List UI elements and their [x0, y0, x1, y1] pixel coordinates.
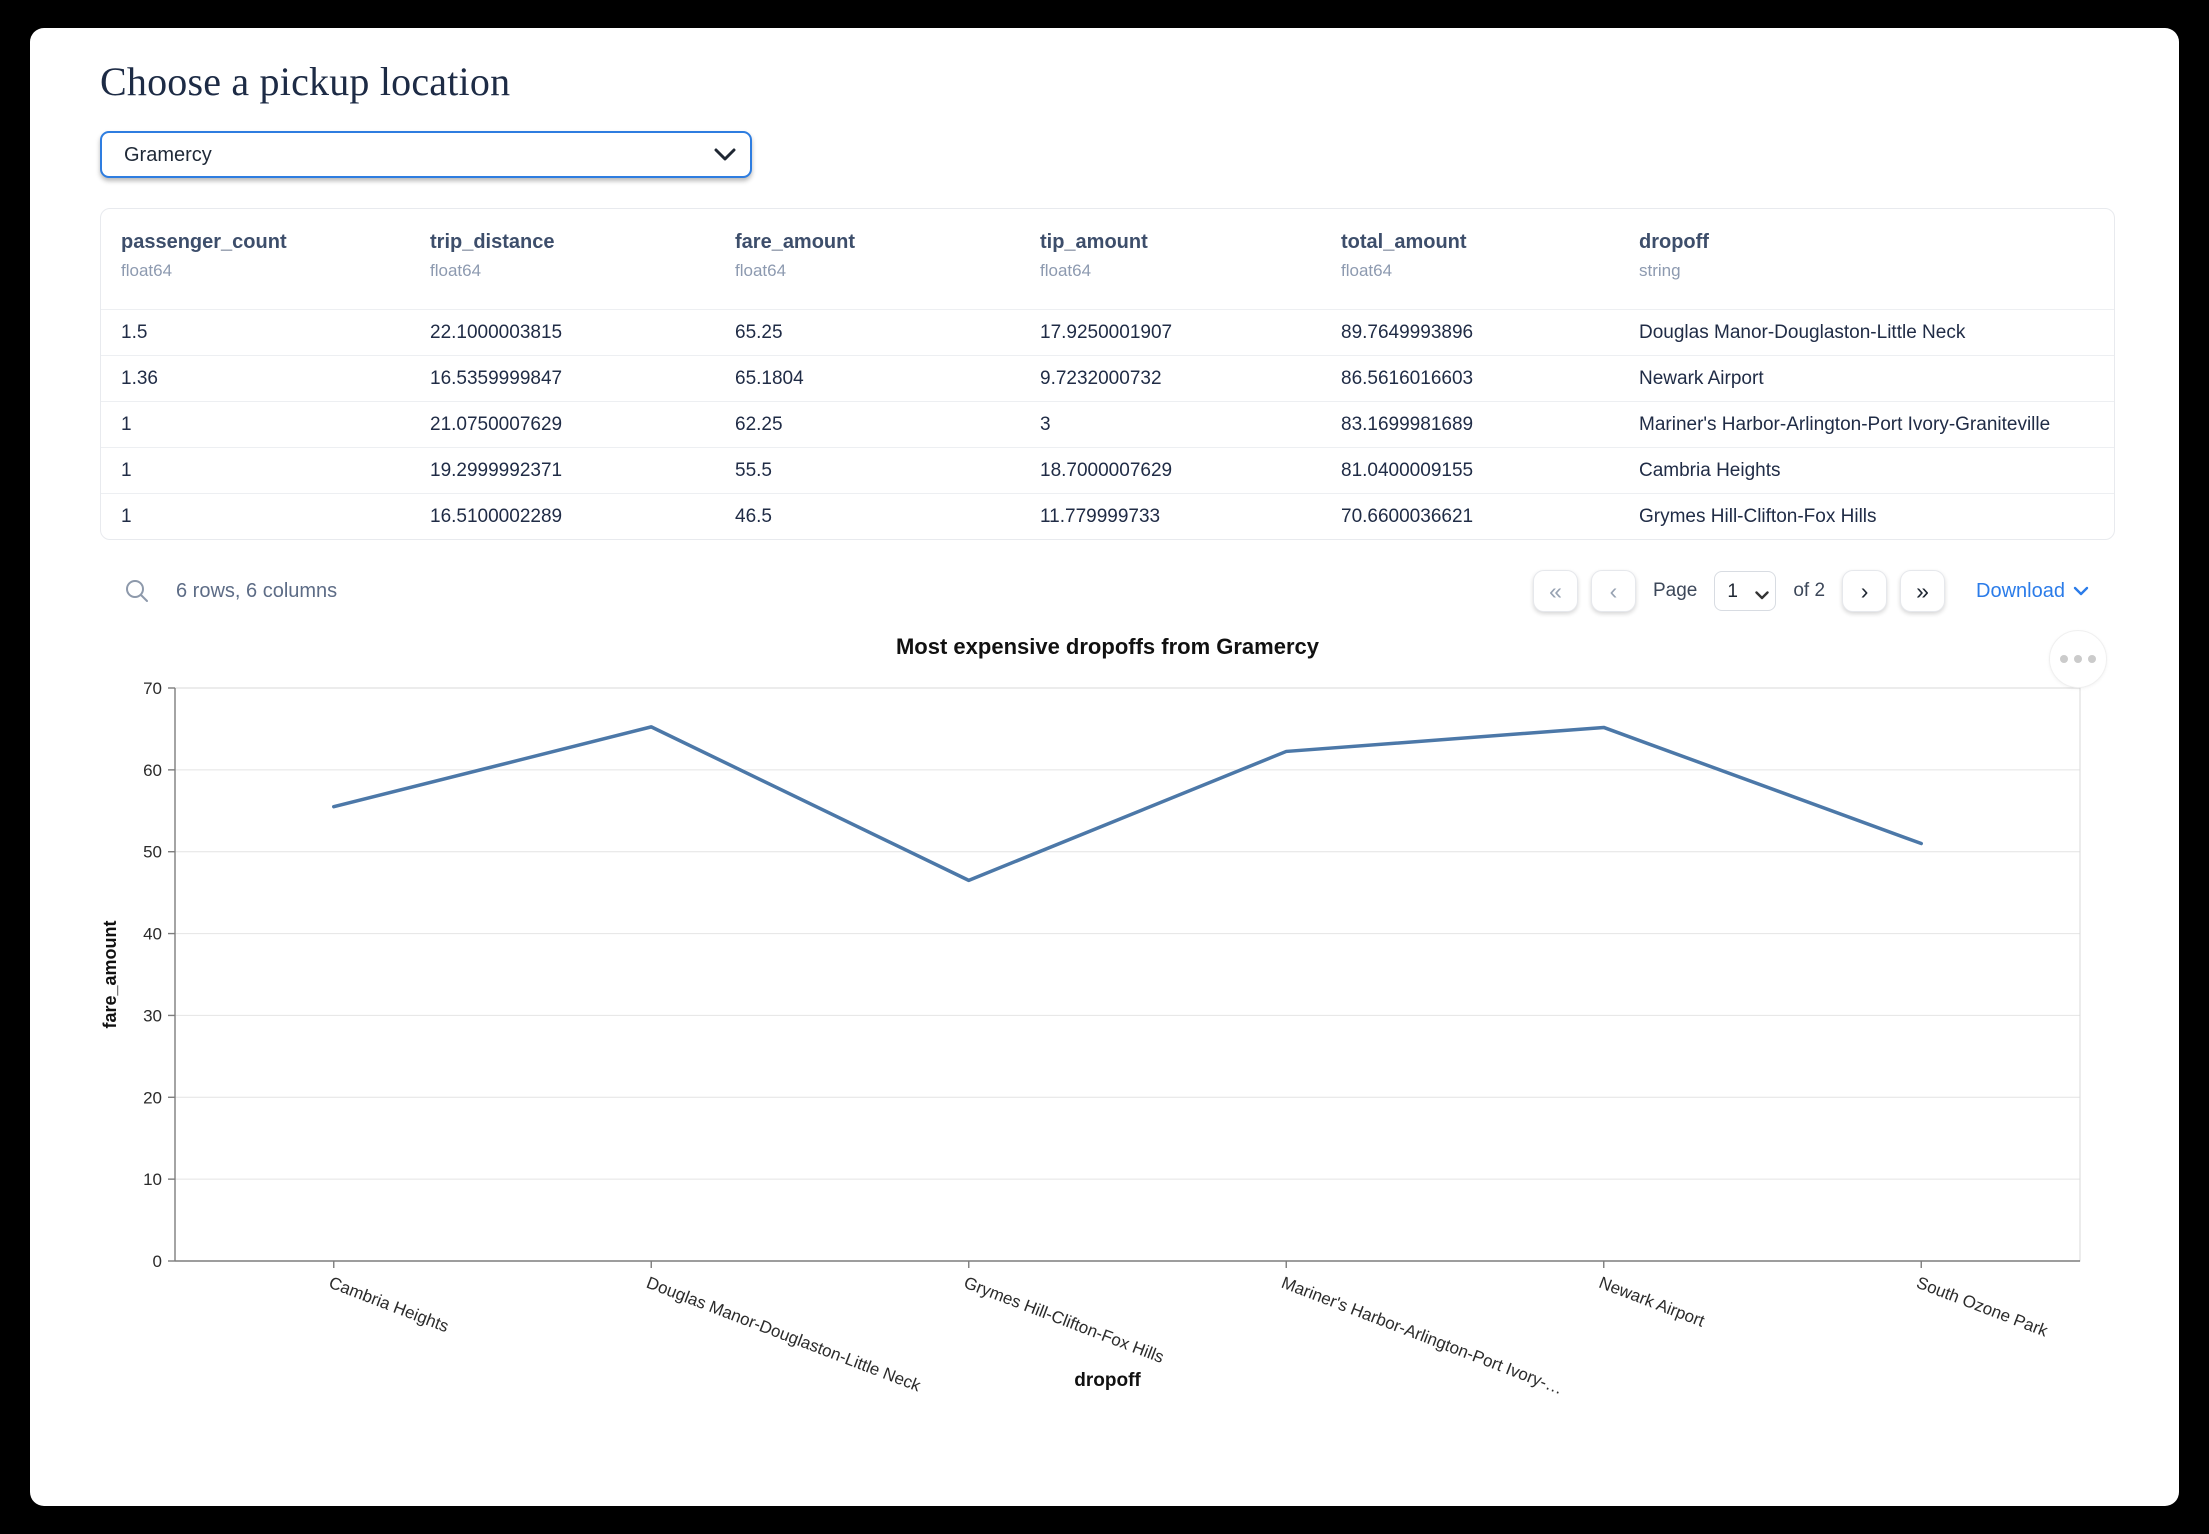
- x-axis-label: Grymes Hill-Clifton-Fox Hills: [961, 1273, 1166, 1367]
- y-axis-tick-label: 60: [143, 761, 162, 780]
- table-cell[interactable]: Grymes Hill-Clifton-Fox Hills: [1639, 505, 1877, 527]
- y-axis-tick-label: 0: [153, 1252, 162, 1271]
- last-page-button[interactable]: »: [1900, 570, 1946, 612]
- column-header-passenger_count[interactable]: passenger_count float64: [121, 231, 287, 280]
- table-header-row: passenger_count float64 trip_distance float…: [101, 209, 2114, 309]
- column-header-tip_amount[interactable]: tip_amount float64: [1040, 231, 1148, 280]
- table-cell[interactable]: 3: [1040, 413, 1051, 435]
- table-cell[interactable]: 65.1804: [735, 367, 804, 389]
- table-row[interactable]: 1.5 22.1000003815 65.25 17.9250001907 89.764…: [101, 309, 2114, 355]
- data-line: [332, 725, 1923, 883]
- table-cell[interactable]: 16.5100002289: [430, 505, 563, 527]
- table-cell[interactable]: 1.5: [121, 321, 148, 343]
- table-cell[interactable]: 1.36: [121, 367, 158, 389]
- first-page-button[interactable]: «: [1532, 570, 1578, 612]
- page-select[interactable]: 1: [1714, 571, 1777, 611]
- table-cell[interactable]: Cambria Heights: [1639, 459, 1781, 481]
- table-cell[interactable]: 1: [121, 459, 132, 481]
- prev-page-button[interactable]: ‹: [1590, 570, 1636, 612]
- download-button[interactable]: Download: [1976, 580, 2089, 603]
- pickup-location-select[interactable]: Gramercy: [100, 131, 752, 178]
- table-cell[interactable]: 55.5: [735, 459, 772, 481]
- table-cell[interactable]: 89.7649993896: [1341, 321, 1474, 343]
- table-cell[interactable]: 22.1000003815: [430, 321, 563, 343]
- chart-menu-button[interactable]: [2049, 630, 2107, 688]
- table-cell[interactable]: 19.2999992371: [430, 459, 563, 481]
- table-cell[interactable]: 16.5359999847: [430, 367, 563, 389]
- table-cell[interactable]: 17.9250001907: [1040, 321, 1173, 343]
- column-header-total_amount[interactable]: total_amount float64: [1341, 231, 1467, 280]
- table-cell[interactable]: Mariner's Harbor-Arlington-Port Ivory-Gr…: [1639, 413, 2051, 435]
- data-table: passenger_count float64 trip_distance float…: [100, 208, 2115, 540]
- search-icon[interactable]: [124, 578, 150, 604]
- y-axis-tick-label: 50: [143, 843, 162, 862]
- table-cell[interactable]: 62.25: [735, 413, 783, 435]
- page-label: Page: [1652, 580, 1698, 601]
- x-axis-label: Mariner's Harbor-Arlington-Port Ivory-…: [1279, 1273, 1566, 1398]
- y-axis-tick-label: 30: [143, 1006, 162, 1025]
- y-axis-tick-label: 40: [143, 925, 162, 944]
- table-row[interactable]: 1.36 16.5359999847 65.1804 9.7232000732 86.5…: [101, 355, 2114, 401]
- page-select-wrapper: 1: [1714, 571, 1777, 611]
- x-axis-title: dropoff: [1074, 1370, 1141, 1391]
- table-cell[interactable]: 65.25: [735, 321, 783, 343]
- column-header-trip_distance[interactable]: trip_distance float64: [430, 231, 555, 280]
- table-cell[interactable]: 83.1699981689: [1341, 413, 1474, 435]
- table-cell[interactable]: 11.779999733: [1040, 505, 1161, 527]
- table-cell[interactable]: Newark Airport: [1639, 367, 1764, 389]
- page-title: Choose a pickup location: [100, 59, 511, 104]
- table-cell[interactable]: 9.7232000732: [1040, 367, 1162, 389]
- line-chart-plot: 0 10 20 30 40 50 60 70 Cambria Heights Douglas Ma…: [100, 679, 2081, 1398]
- column-header-fare_amount[interactable]: fare_amount float64: [735, 231, 856, 280]
- table-row[interactable]: 1 21.0750007629 62.25 3 83.1699981689 Mariner…: [101, 401, 2114, 447]
- y-axis-tick-label: 70: [143, 679, 162, 698]
- y-axis-tick-label: 20: [143, 1088, 162, 1107]
- chart-title: Most expensive dropoffs from Gramercy: [895, 634, 1319, 659]
- x-axis-label: Cambria Heights: [326, 1273, 451, 1336]
- table-cell[interactable]: 1: [121, 505, 132, 527]
- x-axis-label: Newark Airport: [1596, 1273, 1707, 1331]
- pickup-select-wrapper: Gramercy: [100, 131, 752, 178]
- table-cell[interactable]: Douglas Manor-Douglaston-Little Neck: [1639, 321, 1966, 343]
- column-header-dropoff[interactable]: dropoff string: [1639, 231, 1709, 280]
- table-cell[interactable]: 46.5: [735, 505, 772, 527]
- y-axis-title: fare_amount: [100, 920, 120, 1028]
- x-axis-label: Douglas Manor-Douglaston-Little Neck: [644, 1273, 924, 1396]
- table-row[interactable]: 1 16.5100002289 46.5 11.779999733 70.6600036…: [101, 493, 2114, 539]
- chevron-down-icon: [2073, 586, 2089, 596]
- table-cell[interactable]: 1: [121, 413, 132, 435]
- table-cell[interactable]: 21.0750007629: [430, 413, 563, 435]
- chart: Most expensive dropoffs from Gramercy 0 1…: [100, 630, 2115, 1403]
- page-of-label: of 2: [1793, 580, 1826, 601]
- download-label: Download: [1976, 579, 2065, 602]
- x-axis-label: South Ozone Park: [1914, 1273, 2051, 1341]
- table-cell[interactable]: 18.7000007629: [1040, 459, 1173, 481]
- table-cell[interactable]: 81.0400009155: [1341, 459, 1474, 481]
- next-page-button[interactable]: ›: [1842, 570, 1888, 612]
- table-cell[interactable]: 86.5616016603: [1341, 367, 1474, 389]
- table-summary: 6 rows, 6 columns: [176, 579, 338, 602]
- table-cell[interactable]: 70.6600036621: [1341, 505, 1474, 527]
- y-axis-tick-label: 10: [143, 1170, 162, 1189]
- table-body: 1.5 22.1000003815 65.25 17.9250001907 89.764…: [101, 309, 2114, 539]
- table-row[interactable]: 1 19.2999992371 55.5 18.7000007629 81.040000…: [101, 447, 2114, 493]
- app-window: Choose a pickup location Gramercy passen…: [30, 28, 2179, 1506]
- table-footer: 6 rows, 6 columns « ‹ Page 1 of 2 › » Do…: [100, 564, 2115, 618]
